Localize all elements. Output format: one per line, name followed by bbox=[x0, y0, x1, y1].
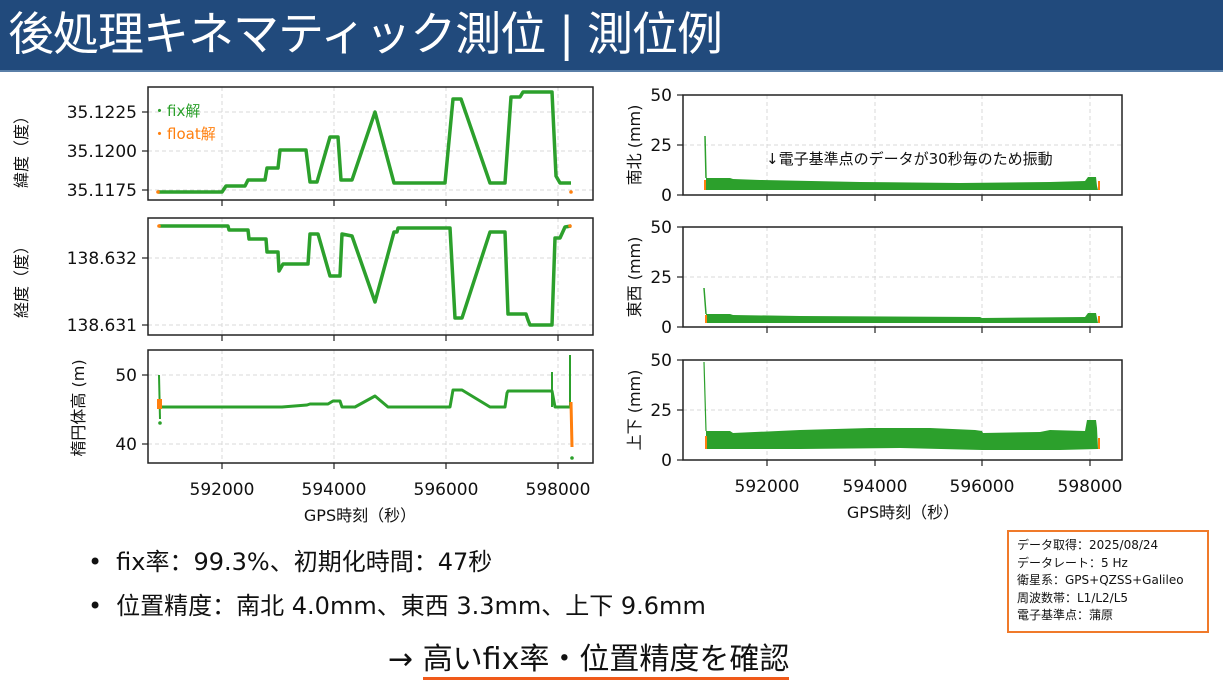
height-ytick: 50 bbox=[115, 366, 137, 386]
ew-ytick: 25 bbox=[650, 268, 672, 288]
ud-error-plot: 50 25 0 上下 (mm) 592000 594000 596000 598… bbox=[625, 351, 1123, 522]
height-ylabel: 楕円体高 (m) bbox=[69, 359, 88, 456]
ew-fix-band bbox=[706, 313, 1098, 323]
conclusion-text: 高いfix率・位置精度を確認 bbox=[422, 642, 790, 680]
ud-ytick: 0 bbox=[661, 451, 672, 471]
info-rate: データレート：5 Hz bbox=[1017, 555, 1128, 570]
left-xlabel: GPS時刻（秒） bbox=[304, 506, 416, 525]
lat-ytick: 35.1175 bbox=[67, 181, 137, 201]
xtick: 596000 bbox=[950, 477, 1015, 497]
ew-ytick: 50 bbox=[650, 218, 672, 238]
info-date: データ取得：2025/08/24 bbox=[1017, 538, 1159, 552]
data-info-box: データ取得：2025/08/24 データレート：5 Hz 衛星系：GPS+QZS… bbox=[1007, 530, 1209, 633]
lat-ytick: 35.1225 bbox=[67, 103, 137, 123]
ns-ytick: 50 bbox=[650, 86, 672, 106]
conclusion: → 高いfix率・位置精度を確認 bbox=[388, 634, 790, 680]
xtick: 592000 bbox=[190, 480, 255, 500]
ns-error-plot: 50 25 0 南北 (mm) ↓電子基準点のデータが30秒毎のため振動 bbox=[625, 86, 1123, 206]
latitude-plot: 35.1225 35.1200 35.1175 緯度（度） ・fix解 ・flo… bbox=[12, 86, 594, 206]
lon-fix-line bbox=[159, 224, 572, 327]
info-gnss: 衛星系：GPS+QZSS+Galileo bbox=[1017, 573, 1184, 587]
ns-fix-band bbox=[706, 177, 1098, 190]
lon-ytick: 138.631 bbox=[67, 316, 137, 336]
xtick: 592000 bbox=[735, 477, 800, 497]
bullet-accuracy: 位置精度：南北 4.0mm、東西 3.3mm、上下 9.6mm bbox=[88, 584, 706, 628]
height-fix-line bbox=[159, 388, 570, 409]
left-charts: .grid{stroke:#d8d8d8;stroke-width:1;stro… bbox=[12, 86, 594, 525]
ud-ytick: 50 bbox=[650, 351, 672, 371]
xtick: 594000 bbox=[843, 477, 908, 497]
arrow: → bbox=[388, 642, 423, 677]
xtick: 596000 bbox=[414, 480, 479, 500]
oscillation-annotation: ↓電子基準点のデータが30秒毎のため振動 bbox=[766, 150, 1053, 168]
lon-ytick: 138.632 bbox=[67, 249, 137, 269]
ud-ytick: 25 bbox=[650, 401, 672, 421]
legend-float: ・float解 bbox=[152, 125, 216, 143]
ew-error-plot: 50 25 0 東西 (mm) bbox=[625, 218, 1123, 338]
height-plot: 50 40 楕円体高 (m) 592000 594000 596000 5980… bbox=[69, 349, 594, 525]
ud-fix-band bbox=[706, 420, 1098, 450]
ns-ytick: 25 bbox=[650, 136, 672, 156]
lat-ylabel: 緯度（度） bbox=[12, 108, 31, 188]
lon-ylabel: 経度（度） bbox=[12, 238, 31, 318]
summary-bullets: fix率：99.3%、初期化時間：47秒 位置精度：南北 4.0mm、東西 3.… bbox=[88, 540, 706, 628]
ns-ytick: 0 bbox=[661, 186, 672, 206]
right-xlabel: GPS時刻（秒） bbox=[847, 503, 959, 522]
lat-fix-line bbox=[158, 90, 571, 194]
title-bar: 後処理キネマティック測位 | 測位例 bbox=[0, 0, 1223, 72]
bullet-fix-rate: fix率：99.3%、初期化時間：47秒 bbox=[88, 540, 706, 584]
ud-ylabel: 上下 (mm) bbox=[625, 370, 644, 451]
legend-fix: ・fix解 bbox=[152, 102, 200, 120]
xtick: 598000 bbox=[1058, 477, 1123, 497]
lat-ytick: 35.1200 bbox=[67, 142, 137, 162]
right-charts: .grid2{stroke:#d8d8d8;stroke-width:1;str… bbox=[625, 86, 1123, 522]
xtick: 594000 bbox=[302, 480, 367, 500]
info-base: 電子基準点：蒲原 bbox=[1017, 608, 1114, 622]
ew-ylabel: 東西 (mm) bbox=[625, 237, 644, 318]
ns-ylabel: 南北 (mm) bbox=[625, 105, 644, 186]
info-bands: 周波数帯：L1/L2/L5 bbox=[1017, 590, 1129, 605]
height-ytick: 40 bbox=[115, 435, 137, 455]
ew-ytick: 0 bbox=[661, 318, 672, 338]
page-title: 後処理キネマティック測位 | 測位例 bbox=[8, 7, 723, 61]
xtick: 598000 bbox=[526, 480, 591, 500]
longitude-plot: 138.632 138.631 経度（度） bbox=[12, 217, 594, 341]
